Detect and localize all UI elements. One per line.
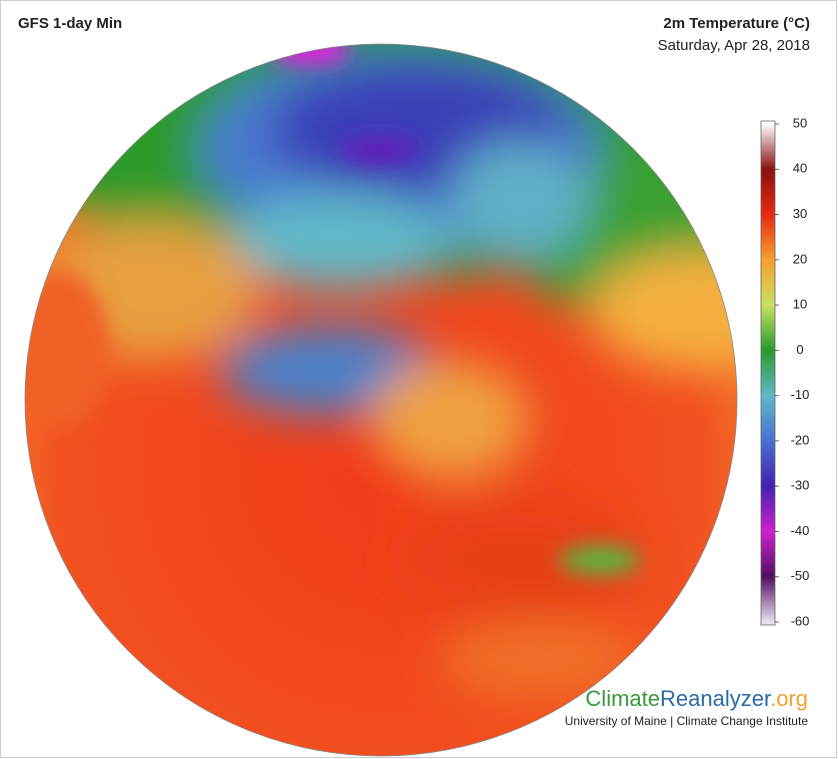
colorbar-label: 20: [793, 251, 807, 266]
colorbar-label: -50: [791, 568, 810, 583]
colorbar-label: -20: [791, 432, 810, 447]
colorbar-label: 40: [793, 161, 807, 176]
brand: ClimateReanalyzer.org: [585, 686, 808, 711]
colorbar-label: -30: [791, 478, 810, 493]
variable-title: 2m Temperature (°C): [663, 15, 810, 32]
colorbar-label: 30: [793, 206, 807, 221]
globe: [25, 44, 737, 756]
map-title: GFS 1-day Min: [18, 15, 122, 32]
colorbar-label: 10: [793, 297, 807, 312]
colorbar-label: 0: [796, 342, 803, 357]
institution: University of Maine | Climate Change Ins…: [565, 714, 809, 728]
date: Saturday, Apr 28, 2018: [658, 37, 810, 54]
brand-org: .org: [770, 686, 808, 711]
brand-reanalyzer: Reanalyzer: [660, 686, 771, 711]
colorbar: [760, 120, 776, 626]
colorbar-label: -10: [791, 387, 810, 402]
globe-edge: [24, 43, 738, 757]
colorbar-label: -60: [791, 613, 810, 628]
brand-climate: Climate: [585, 686, 660, 711]
colorbar-label: 50: [793, 115, 807, 130]
colorbar-label: -40: [791, 523, 810, 538]
